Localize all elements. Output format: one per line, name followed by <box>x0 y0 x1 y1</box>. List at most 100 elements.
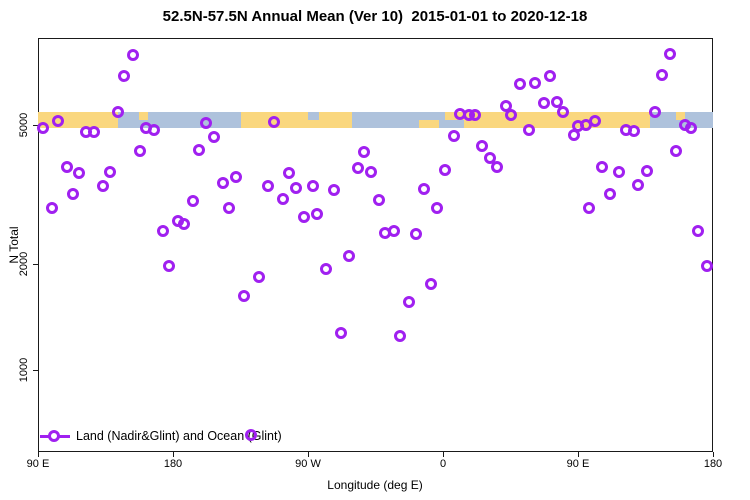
data-point <box>177 217 190 230</box>
data-point <box>582 202 595 215</box>
land-patch <box>675 112 685 120</box>
legend-label: Land (Nadir&Glint) and Ocean (Glint) <box>76 429 282 443</box>
data-point <box>491 160 503 173</box>
data-point <box>87 126 100 138</box>
data-point <box>186 194 199 207</box>
data-point <box>126 48 139 61</box>
data-point <box>357 145 370 158</box>
data-point <box>45 202 58 215</box>
data-point <box>567 128 580 141</box>
x-tick <box>713 452 714 457</box>
plot-area <box>38 38 713 452</box>
data-point <box>537 96 550 109</box>
data-point <box>216 176 229 189</box>
data-point <box>72 166 85 179</box>
data-point <box>551 95 563 108</box>
data-point <box>372 193 385 206</box>
data-point <box>267 115 280 128</box>
y-tick-label: 5000 <box>18 112 30 138</box>
x-tick <box>443 452 444 457</box>
data-point <box>261 179 274 192</box>
data-point <box>425 277 437 290</box>
data-point <box>669 145 682 158</box>
data-point <box>96 179 109 192</box>
data-point <box>447 129 460 142</box>
data-point <box>468 108 481 121</box>
data-point <box>147 123 160 136</box>
legend-marker-ring <box>48 430 60 442</box>
y-axis-label: N Total <box>7 226 21 264</box>
ocean-segment <box>117 112 241 128</box>
data-point <box>612 165 625 178</box>
x-tick-label: 180 <box>703 458 723 470</box>
data-point <box>603 188 616 201</box>
data-point <box>60 160 73 173</box>
data-point <box>327 183 340 196</box>
data-point <box>306 179 319 192</box>
data-point <box>252 271 265 283</box>
chart-title: 52.5N-57.5N Annual Mean (Ver 10) 2015-01… <box>162 8 588 25</box>
land-patch <box>419 120 439 128</box>
data-point <box>557 105 569 118</box>
data-point <box>543 69 556 82</box>
land-patch <box>138 112 148 120</box>
data-point <box>104 165 116 178</box>
data-point <box>156 224 169 237</box>
data-point <box>402 296 415 308</box>
data-point <box>648 105 661 118</box>
data-point <box>579 119 592 131</box>
data-point <box>351 161 364 174</box>
data-point <box>656 68 668 81</box>
data-point <box>66 188 79 201</box>
x-tick <box>308 452 309 457</box>
data-point <box>378 226 391 239</box>
data-point <box>513 77 526 90</box>
data-point <box>200 117 212 129</box>
data-point <box>276 192 289 205</box>
data-point <box>504 108 517 121</box>
x-tick-label: 90 E <box>26 458 50 470</box>
y-tick <box>33 369 38 371</box>
x-tick-label: 90 W <box>295 458 321 470</box>
data-point <box>297 211 310 223</box>
data-point <box>641 164 653 177</box>
x-tick-label: 180 <box>163 458 183 470</box>
data-point <box>476 139 488 152</box>
data-point <box>51 115 64 127</box>
data-point <box>117 69 130 82</box>
data-point <box>134 145 146 158</box>
y-tick <box>33 125 38 126</box>
data-point <box>162 260 175 272</box>
data-point <box>311 207 323 220</box>
data-point <box>192 144 205 157</box>
data-point <box>522 123 535 136</box>
y-tick <box>33 264 38 266</box>
data-point <box>222 202 235 215</box>
data-point <box>282 166 295 179</box>
x-tick-label: 0 <box>439 458 447 470</box>
data-point <box>417 182 430 195</box>
data-point <box>335 327 347 339</box>
data-point <box>245 429 257 442</box>
data-point <box>692 224 704 237</box>
data-point <box>36 122 49 134</box>
ocean-segment <box>444 120 464 128</box>
x-axis-label: Longitude (deg E) <box>327 478 423 492</box>
data-point <box>207 130 220 143</box>
data-point <box>237 289 250 302</box>
data-point <box>438 163 451 176</box>
x-tick <box>578 452 579 457</box>
data-point <box>596 160 608 173</box>
data-point <box>230 171 242 183</box>
x-tick <box>38 452 39 457</box>
data-point <box>627 124 640 137</box>
data-point <box>365 165 377 178</box>
data-point <box>410 228 422 241</box>
data-point <box>483 152 496 165</box>
x-tick <box>173 452 174 457</box>
data-point <box>431 202 443 215</box>
x-tick-label: 90 E <box>566 458 590 470</box>
data-point <box>320 262 332 275</box>
ocean-segment <box>308 112 319 120</box>
